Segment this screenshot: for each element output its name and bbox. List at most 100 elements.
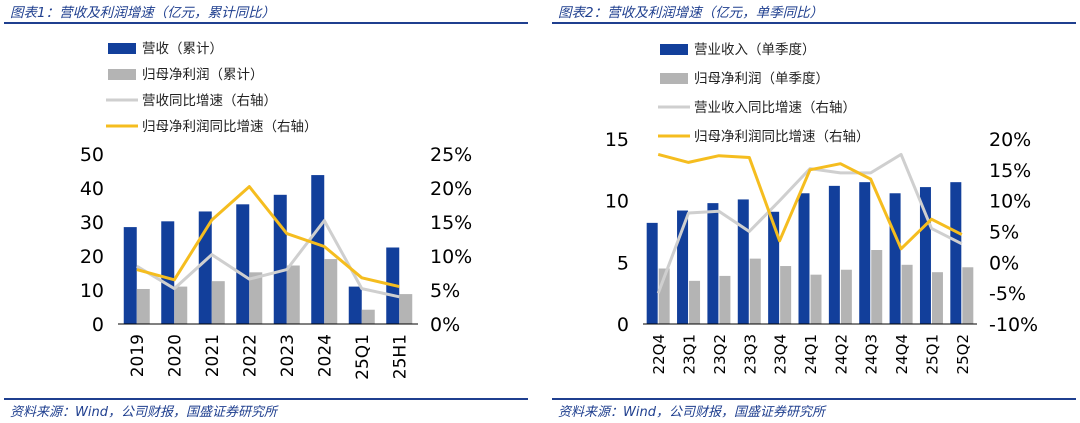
figure-source: 资料来源：Wind，公司财报，国盛证券研究所 (558, 405, 825, 420)
chart-panel-2: 图表2：营收及利润增速（亿元，单季同比） 营业收入（单季度） 归母净利润（单季度）… (548, 0, 1080, 423)
category-label: 23Q3 (741, 334, 759, 374)
bar-profit-22Q4 (658, 268, 670, 324)
right-tick-label: 10% (430, 246, 472, 268)
bar-profit-2020 (174, 286, 188, 324)
bar-revenue-23Q1 (677, 210, 689, 324)
figure-source: 资料来源：Wind，公司财报，国盛证券研究所 (10, 405, 277, 420)
bar-profit-23Q4 (780, 266, 792, 324)
category-label: 25H1 (390, 334, 410, 379)
right-tick-label: 15% (989, 160, 1031, 182)
right-tick-label: 15% (430, 212, 472, 234)
bar-profit-2024 (324, 259, 338, 324)
legend-label: 归母净利润（累计） (142, 66, 264, 83)
category-label: 2021 (203, 334, 223, 377)
bar-profit-2022 (249, 272, 263, 324)
legend-swatch-1 (108, 43, 136, 54)
right-tick-label: 25% (430, 144, 472, 166)
source-rule (4, 398, 528, 400)
bar-revenue-2020 (161, 221, 175, 324)
line-revenue-growth (656, 152, 963, 294)
legend-swatch-2 (660, 73, 688, 84)
chart-area: 营收（累计） 归母净利润（累计） 营收同比增速（右轴） 归母净利润同比增速（右轴） 0 1… (80, 41, 472, 380)
category-label: 24Q4 (893, 334, 911, 374)
legend-label: 营业收入同比增速（右轴） (694, 100, 856, 116)
bar-revenue-2022 (236, 204, 250, 324)
category-label: 24Q3 (863, 334, 881, 374)
right-tick-label: 0% (430, 314, 460, 336)
bar-revenue-23Q3 (737, 199, 749, 324)
bar-profit-23Q3 (749, 258, 761, 324)
chart-panel-1: 图表1：营收及利润增速（亿元，累计同比） 营收（累计） 归母净利润（累计） 营收同比… (0, 0, 532, 423)
category-label: 2019 (128, 334, 148, 377)
left-tick-label: 0 (617, 314, 629, 336)
left-tick-label: 0 (92, 314, 104, 336)
right-tick-label: 5% (430, 280, 460, 302)
right-tick-label: 0% (989, 252, 1019, 274)
category-label: 24Q2 (832, 334, 850, 374)
bar-profit-24Q1 (810, 274, 822, 324)
bar-profit-25H1 (399, 294, 413, 324)
bar-profit-23Q1 (689, 280, 701, 324)
category-label: 23Q4 (772, 334, 790, 374)
legend-label: 营业收入（单季度） (694, 42, 816, 58)
category-label: 23Q1 (681, 334, 699, 374)
bar-profit-25Q1 (361, 309, 375, 324)
bar-profit-2021 (211, 281, 225, 324)
bar-revenue-24Q3 (859, 182, 871, 324)
legend-label: 归母净利润同比增速（右轴） (142, 118, 318, 135)
bar-revenue-25Q1 (919, 187, 931, 324)
bar-revenue-23Q2 (707, 203, 719, 324)
bar-revenue-23Q4 (768, 211, 780, 324)
bar-profit-24Q3 (871, 250, 883, 324)
bar-profit-2023 (286, 265, 300, 324)
left-tick-label: 10 (605, 191, 629, 213)
left-tick-label: 30 (80, 212, 104, 234)
category-label: 25Q1 (353, 334, 373, 380)
bar-profit-24Q2 (840, 269, 852, 324)
bar-revenue-25Q2 (950, 182, 962, 324)
legend-label: 归母净利润同比增速（右轴） (694, 128, 870, 145)
category-label: 25Q1 (923, 334, 941, 374)
category-label: 24Q1 (802, 334, 820, 374)
left-tick-label: 50 (80, 144, 104, 166)
left-tick-label: 5 (617, 252, 629, 274)
right-tick-label: 10% (989, 191, 1031, 213)
left-tick-label: 20 (80, 246, 104, 268)
bar-revenue-24Q1 (798, 193, 810, 324)
bar-revenue-24Q2 (828, 185, 840, 324)
legend-swatch-1 (660, 44, 688, 55)
bar-profit-25Q2 (962, 267, 974, 324)
left-tick-label: 10 (80, 280, 104, 302)
category-label: 23Q2 (711, 334, 729, 374)
legend-label: 归母净利润（单季度） (694, 70, 829, 87)
legend-label: 营收同比增速（右轴） (142, 93, 277, 109)
source-rule (552, 398, 1076, 400)
bar-revenue-25Q1 (348, 286, 362, 324)
bar-profit-23Q2 (719, 275, 731, 324)
bar-profit-2019 (136, 288, 150, 324)
category-label: 2020 (165, 334, 185, 377)
category-label: 25Q2 (954, 334, 972, 374)
bar-revenue-2019 (123, 227, 137, 324)
line-profit-growth (657, 152, 963, 251)
title-rule (552, 22, 1076, 24)
chart-area: 营业收入（单季度） 归母净利润（单季度） 营业收入同比增速（右轴） 归母净利润同比增速… (605, 42, 1038, 374)
bar-profit-24Q4 (901, 264, 913, 324)
figure-title: 图表1：营收及利润增速（亿元，累计同比） (10, 5, 276, 21)
line-revenue-growth (136, 219, 400, 299)
line-profit-growth (136, 185, 400, 289)
category-label: 2023 (278, 334, 298, 377)
bar-revenue-2021 (198, 211, 212, 324)
legend-swatch-2 (108, 69, 136, 80)
category-label: 22Q4 (650, 334, 668, 374)
title-rule (4, 22, 528, 24)
category-label: 2024 (315, 334, 335, 377)
right-tick-label: 20% (989, 129, 1031, 151)
category-label: 2022 (240, 334, 260, 377)
right-tick-label: 20% (430, 178, 472, 200)
left-tick-label: 15 (605, 129, 629, 151)
right-tick-label: -5% (989, 283, 1026, 305)
bar-revenue-22Q4 (646, 222, 658, 324)
bar-revenue-24Q4 (889, 193, 901, 324)
bar-revenue-2024 (311, 175, 325, 324)
